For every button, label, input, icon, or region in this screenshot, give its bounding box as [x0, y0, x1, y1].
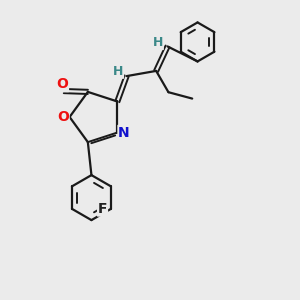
Text: H: H	[113, 65, 123, 78]
Text: O: O	[56, 77, 68, 92]
Text: F: F	[98, 202, 107, 216]
Text: H: H	[153, 36, 163, 49]
Text: O: O	[57, 110, 69, 124]
Text: N: N	[118, 125, 130, 140]
